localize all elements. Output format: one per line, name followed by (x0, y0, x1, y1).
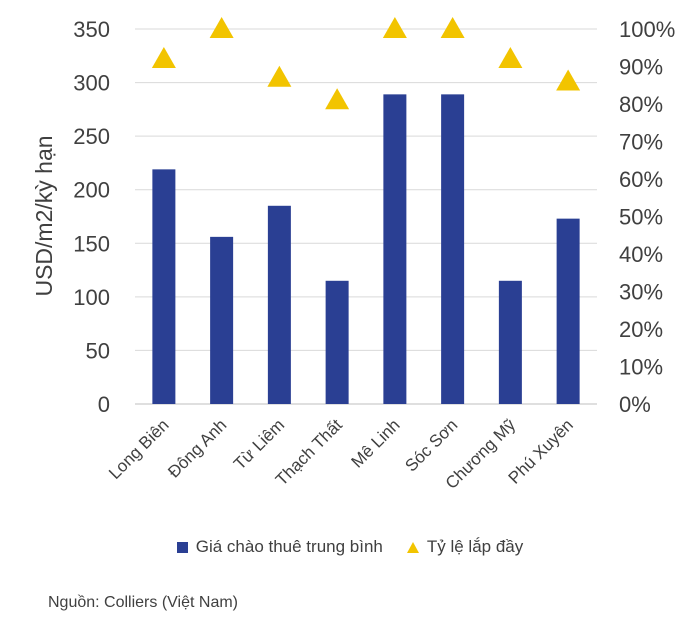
y-tick-label: 0 (98, 392, 110, 417)
y-tick-label: 200 (73, 178, 110, 203)
y2-tick-label: 80% (619, 92, 663, 117)
y-tick-label: 300 (73, 71, 110, 96)
y2-tick-label: 90% (619, 55, 663, 80)
bar (383, 94, 407, 404)
occupancy-marker (440, 17, 465, 38)
occupancy-marker (498, 47, 523, 68)
triangle-icon (406, 541, 419, 553)
y2-tick-label: 60% (619, 167, 663, 192)
combo-chart: 0 50 100 150 200 250 300 350 0% 10% 20% 30% 40% 50% 6… (31, 17, 675, 493)
source-note: Nguồn: Colliers (Việt Nam) (48, 594, 238, 611)
y2-tick-label: 0% (619, 392, 651, 417)
y-tick-label: 50 (86, 338, 110, 363)
legend-item-marker: Tỷ lệ lắp đầy (406, 537, 524, 557)
left-axis-ticks: 0 50 100 150 200 250 300 350 (73, 17, 110, 417)
bar (498, 280, 522, 404)
occupancy-marker (267, 65, 292, 87)
bar (441, 94, 465, 404)
bar (210, 236, 234, 404)
gridlines (135, 28, 597, 405)
bar (325, 280, 349, 404)
bar-series (152, 94, 580, 404)
bar (152, 169, 176, 404)
category-label: Đông Anh (164, 415, 230, 481)
legend-bar-swatch (176, 541, 188, 553)
y-tick-label: 100 (73, 285, 110, 310)
right-axis-ticks: 0% 10% 20% 30% 40% 50% 60% 70% 80% 90% 100% (619, 17, 675, 417)
occupancy-marker (382, 17, 407, 38)
y2-tick-label: 40% (619, 242, 663, 267)
legend-item-bar: Giá chào thuê trung bình (176, 537, 383, 557)
y2-tick-label: 30% (619, 280, 663, 305)
occupancy-markers (151, 17, 581, 110)
legend-marker-label: Tỷ lệ lắp đầy (426, 537, 524, 556)
y2-tick-label: 10% (619, 355, 663, 380)
y-axis-title: USD/m2/kỳ hạn (31, 135, 57, 296)
y2-tick-label: 70% (619, 130, 663, 155)
y2-tick-label: 100% (619, 17, 675, 42)
y2-tick-label: 20% (619, 317, 663, 342)
category-label: Từ Liêm (230, 415, 288, 473)
y-tick-label: 250 (73, 124, 110, 149)
legend-bar-label: Giá chào thuê trung bình (195, 537, 383, 556)
bar (267, 205, 291, 404)
category-label: Sóc Sơn (401, 415, 461, 475)
y-tick-label: 350 (73, 17, 110, 42)
occupancy-marker (151, 47, 176, 68)
occupancy-marker (209, 17, 234, 38)
category-label: Long Biên (105, 415, 173, 483)
y-tick-label: 150 (73, 231, 110, 256)
category-label: Mê Linh (347, 415, 403, 471)
y2-tick-label: 50% (619, 205, 663, 230)
occupancy-marker (325, 88, 350, 110)
legend: Giá chào thuê trung bình Tỷ lệ lắp đầy (0, 537, 700, 557)
bar (556, 218, 580, 404)
occupancy-marker (556, 69, 581, 91)
